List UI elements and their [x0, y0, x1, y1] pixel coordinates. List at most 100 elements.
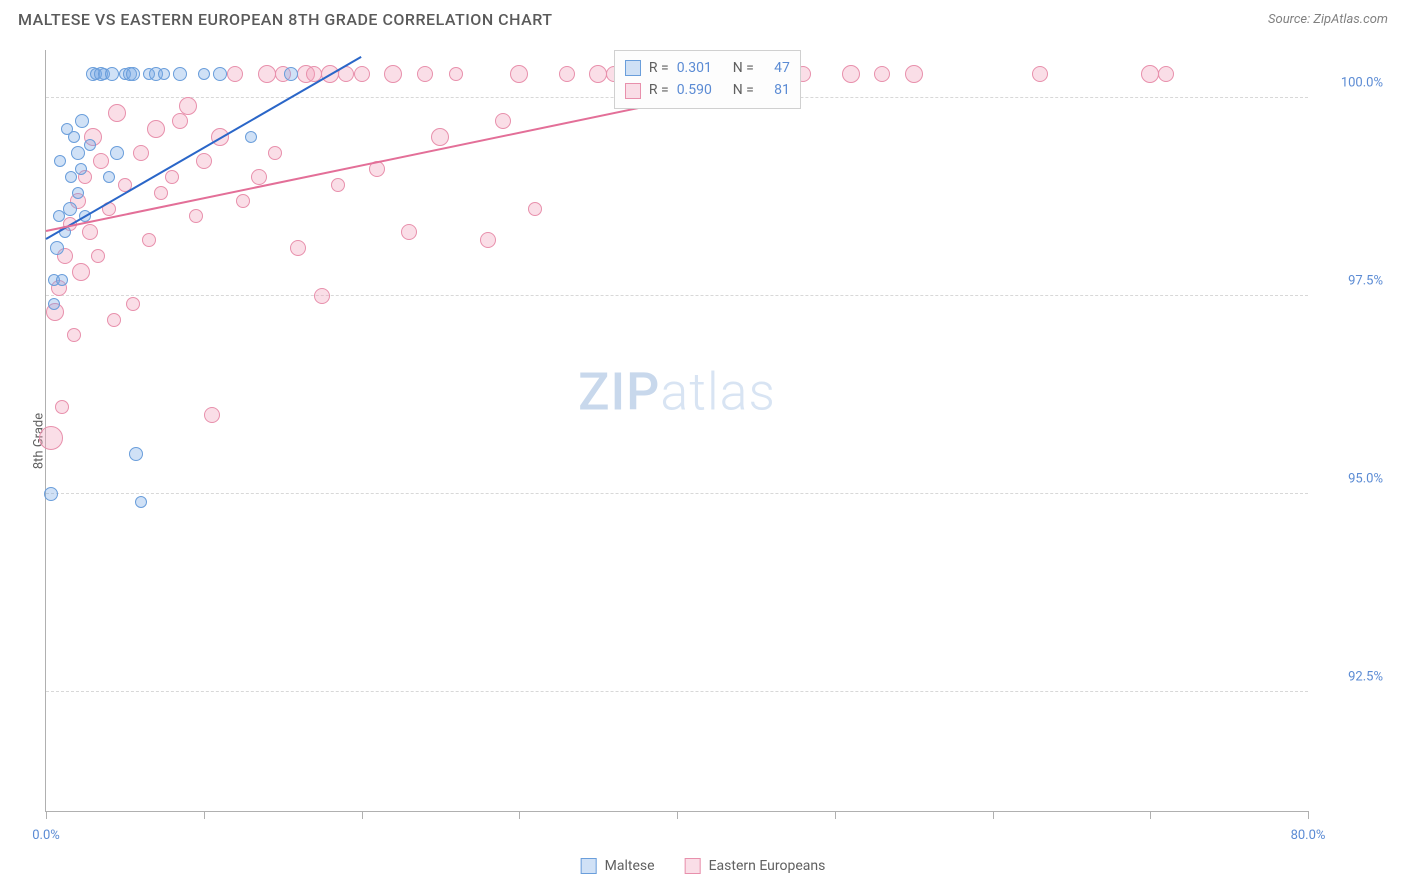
r-value: 0.590	[677, 79, 725, 101]
data-point	[284, 67, 298, 81]
data-point	[401, 224, 417, 240]
data-point	[245, 131, 257, 143]
data-point	[1141, 65, 1159, 83]
n-value: 81	[762, 79, 790, 101]
legend-swatch-eastern-europeans	[685, 858, 701, 874]
x-tick	[677, 811, 678, 819]
data-point	[354, 66, 370, 82]
data-point	[142, 233, 156, 247]
data-point	[44, 487, 58, 501]
correlation-legend: R = 0.301 N = 47R = 0.590 N = 81	[614, 50, 801, 109]
data-point	[72, 263, 90, 281]
data-point	[268, 146, 282, 160]
legend-label-maltese: Maltese	[605, 858, 655, 874]
watermark: ZIPatlas	[578, 362, 776, 423]
gridline	[46, 691, 1308, 692]
data-point	[110, 146, 124, 160]
data-point	[1032, 66, 1048, 82]
data-point	[842, 65, 860, 83]
data-point	[67, 328, 81, 342]
data-point	[331, 178, 345, 192]
data-point	[258, 65, 276, 83]
data-point	[227, 66, 243, 82]
correlation-legend-row: R =0.301N =47	[625, 57, 790, 79]
data-point	[417, 66, 433, 82]
data-point	[75, 114, 89, 128]
data-point	[84, 139, 96, 151]
chart-title: MALTESE VS EASTERN EUROPEAN 8TH GRADE CO…	[18, 10, 552, 29]
chart-area: 8th Grade ZIPatlas 92.5%95.0%97.5%100.0%…	[45, 50, 1388, 832]
data-point	[495, 113, 511, 129]
data-point	[129, 447, 143, 461]
correlation-legend-row: R = 0.590 N = 81	[625, 79, 790, 101]
r-label: R =	[649, 57, 669, 79]
data-point	[82, 224, 98, 240]
data-point	[559, 66, 575, 82]
data-point	[172, 113, 188, 129]
data-point	[72, 187, 84, 199]
data-point	[133, 145, 149, 161]
data-point	[126, 67, 140, 81]
legend-swatch	[625, 83, 641, 99]
data-point	[384, 65, 402, 83]
data-point	[93, 153, 109, 169]
bottom-legend: Maltese Eastern Europeans	[581, 858, 826, 874]
r-value: 0.301	[677, 57, 725, 79]
data-point	[91, 249, 105, 263]
legend-item-maltese: Maltese	[581, 858, 655, 874]
gridline	[46, 295, 1308, 296]
x-tick	[204, 811, 205, 819]
data-point	[480, 232, 496, 248]
data-point	[179, 97, 197, 115]
x-tick-label: 80.0%	[1291, 828, 1326, 843]
data-point	[196, 153, 212, 169]
legend-label-eastern-europeans: Eastern Europeans	[709, 858, 826, 874]
n-value: 47	[762, 57, 790, 79]
x-tick	[1150, 811, 1151, 819]
n-label: N =	[733, 79, 754, 101]
data-point	[251, 169, 267, 185]
data-point	[189, 209, 203, 223]
data-point	[103, 171, 115, 183]
data-point	[126, 297, 140, 311]
watermark-atlas: atlas	[660, 362, 776, 423]
data-point	[107, 313, 121, 327]
chart-header: MALTESE VS EASTERN EUROPEAN 8TH GRADE CO…	[0, 0, 1406, 37]
data-point	[314, 288, 330, 304]
data-point	[528, 202, 542, 216]
data-point	[55, 400, 69, 414]
data-point	[449, 67, 463, 81]
data-point	[431, 128, 449, 146]
legend-item-eastern-europeans: Eastern Europeans	[685, 858, 826, 874]
y-tick-label: 95.0%	[1318, 471, 1383, 486]
plot-region: ZIPatlas 92.5%95.0%97.5%100.0%0.0%80.0%R…	[45, 50, 1308, 812]
data-point	[105, 67, 119, 81]
data-point	[68, 131, 80, 143]
x-tick	[46, 811, 47, 819]
data-point	[108, 104, 126, 122]
x-tick	[362, 811, 363, 819]
data-point	[39, 426, 63, 450]
data-point	[198, 68, 210, 80]
legend-swatch-maltese	[581, 858, 597, 874]
data-point	[165, 170, 179, 184]
data-point	[236, 194, 250, 208]
data-point	[50, 241, 64, 255]
data-point	[874, 66, 890, 82]
data-point	[75, 163, 87, 175]
legend-swatch	[625, 60, 641, 76]
data-point	[154, 186, 168, 200]
r-label: R =	[649, 79, 669, 101]
data-point	[56, 274, 68, 286]
data-point	[905, 65, 923, 83]
x-tick	[835, 811, 836, 819]
x-tick	[519, 811, 520, 819]
data-point	[135, 496, 147, 508]
x-tick	[1308, 811, 1309, 819]
y-tick-label: 97.5%	[1318, 273, 1383, 288]
y-tick-label: 100.0%	[1318, 75, 1383, 90]
data-point	[510, 65, 528, 83]
data-point	[1158, 66, 1174, 82]
source-attribution: Source: ZipAtlas.com	[1268, 12, 1388, 27]
data-point	[48, 298, 60, 310]
